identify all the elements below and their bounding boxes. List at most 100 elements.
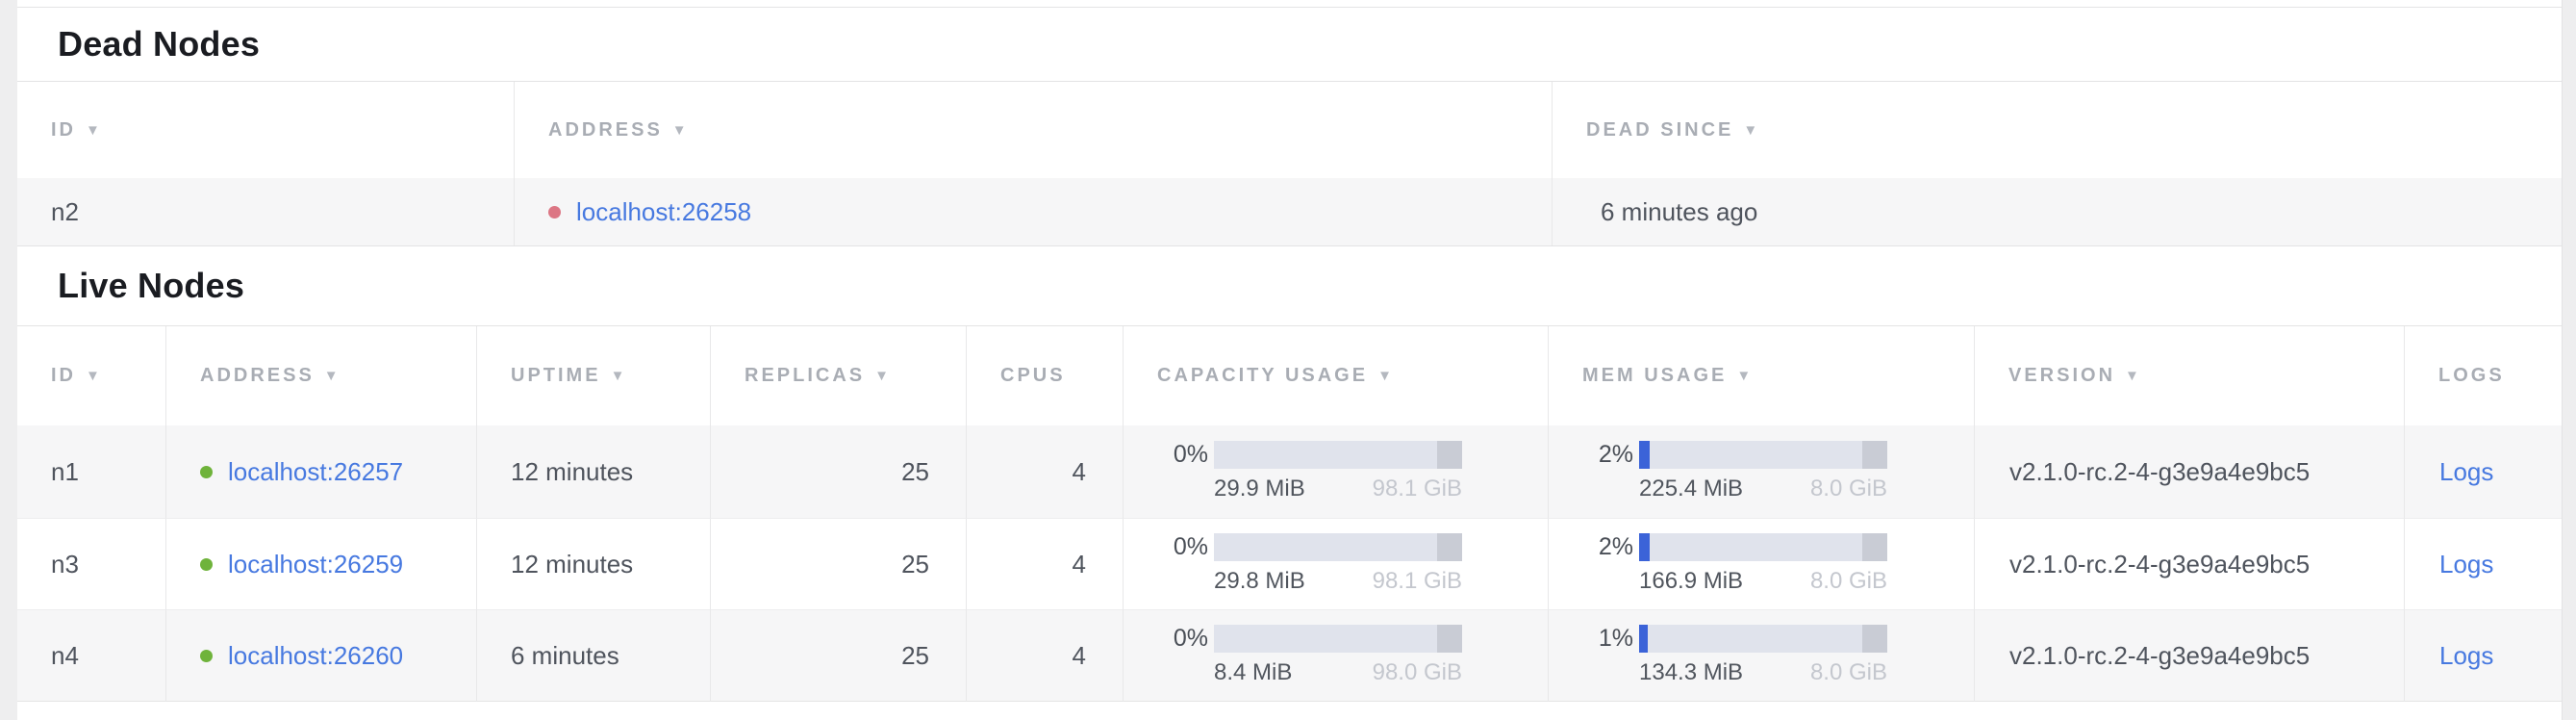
capacity-usage-cell: 0% 29.9 MiB 98.1 GiB [1123,425,1548,519]
page-gutter-right [2562,0,2576,720]
page-gutter-left [0,0,17,720]
live-node-id: n1 [17,425,165,519]
capacity-used-label: 29.9 MiB [1214,476,1305,501]
live-col-header-id[interactable]: ID ▼ [51,365,103,386]
live-status-dot-icon [200,557,213,571]
capacity-total-label: 98.1 GiB [1372,476,1462,501]
capacity-percent: 0% [1173,625,1208,652]
dead-col-header-id[interactable]: ID ▼ [51,118,103,141]
capacity-bar-cap [1437,441,1462,469]
capacity-total-label: 98.0 GiB [1372,659,1462,685]
sort-desc-icon[interactable]: ▼ [1743,121,1761,139]
dead-node-dead-since: 6 minutes ago [1552,178,2562,245]
mem-bar-cap [1862,533,1887,561]
logs-cell: Logs [2404,519,2562,610]
live-node-cpus: 4 [966,610,1123,702]
live-node-row: n3 localhost:26259 12 minutes 25 4 0% 29… [17,519,2562,610]
live-col-header-logs: LOGS [2404,326,2562,425]
live-col-header-cpus: CPUS [966,326,1123,425]
dead-node-address-cell: localhost:26258 [514,178,1552,245]
mem-usage-cell: 2% 166.9 MiB 8.0 GiB [1548,519,1974,610]
live-node-version: v2.1.0-rc.2-4-g3e9a4e9bc5 [1974,610,2404,702]
mem-used-label: 225.4 MiB [1639,476,1744,501]
dead-node-id: n2 [17,178,514,245]
live-node-address-cell: localhost:26259 [165,519,476,610]
live-node-address-cell: localhost:26260 [165,610,476,702]
live-col-header-capacity-usage[interactable]: CAPACITY USAGE ▼ [1123,326,1548,425]
dead-nodes-heading: Dead Nodes [17,8,2562,82]
live-node-version: v2.1.0-rc.2-4-g3e9a4e9bc5 [1974,519,2404,610]
live-col-header-address[interactable]: ADDRESS ▼ [165,326,476,425]
logs-link[interactable]: Logs [2439,640,2494,670]
mem-percent: 2% [1598,533,1633,560]
capacity-bar [1214,625,1462,653]
capacity-bar-cap [1437,625,1462,653]
live-col-header-mem-usage[interactable]: MEM USAGE ▼ [1548,326,1974,425]
live-node-address-link[interactable]: localhost:26260 [228,640,404,670]
mem-used-label: 134.3 MiB [1639,659,1744,685]
nodes-overview-panel: Dead Nodes ID ▼ ADDRESS ▼ DEAD SINCE ▼ n… [17,0,2562,720]
dead-col-header-dead-since[interactable]: DEAD SINCE ▼ [1552,82,2562,178]
mem-bar [1639,625,1887,653]
sort-desc-icon[interactable]: ▼ [2125,368,2142,384]
capacity-used-label: 8.4 MiB [1214,659,1293,685]
mem-used-label: 166.9 MiB [1639,568,1744,594]
live-node-uptime: 12 minutes [476,425,710,519]
live-status-dot-icon [200,649,213,662]
capacity-total-label: 98.1 GiB [1372,568,1462,594]
live-node-replicas: 25 [710,519,966,610]
mem-percent: 1% [1598,625,1633,652]
sort-desc-icon[interactable]: ▼ [1736,368,1755,384]
sort-desc-icon[interactable]: ▼ [671,121,690,139]
live-node-uptime: 12 minutes [476,519,710,610]
live-node-address-link[interactable]: localhost:26257 [228,456,404,486]
live-col-header-uptime[interactable]: UPTIME ▼ [476,326,710,425]
live-nodes-heading: Live Nodes [17,246,2562,326]
live-node-uptime: 6 minutes [476,610,710,702]
mem-percent: 2% [1598,441,1633,468]
live-node-version: v2.1.0-rc.2-4-g3e9a4e9bc5 [1974,425,2404,519]
sort-desc-icon[interactable]: ▼ [86,121,103,139]
logs-link[interactable]: Logs [2439,549,2494,579]
top-divider [17,0,2562,8]
dead-col-header-address[interactable]: ADDRESS ▼ [514,82,1552,178]
sort-desc-icon[interactable]: ▼ [610,368,628,384]
sort-desc-icon[interactable]: ▼ [323,368,341,384]
capacity-usage-cell: 0% 29.8 MiB 98.1 GiB [1123,519,1548,610]
capacity-used-label: 29.8 MiB [1214,568,1305,594]
dead-nodes-header-row: ID ▼ ADDRESS ▼ DEAD SINCE ▼ [17,82,2562,178]
mem-total-label: 8.0 GiB [1809,659,1887,685]
mem-usage-cell: 1% 134.3 MiB 8.0 GiB [1548,610,1974,702]
capacity-bar [1214,441,1462,469]
sort-desc-icon[interactable]: ▼ [86,368,103,384]
live-node-id: n4 [17,610,165,702]
live-nodes-header-row: ID ▼ ADDRESS ▼ UPTIME ▼ REPLICAS ▼ CPUS … [17,326,2562,425]
live-node-replicas: 25 [710,610,966,702]
logs-cell: Logs [2404,610,2562,702]
mem-usage-cell: 2% 225.4 MiB 8.0 GiB [1548,425,1974,519]
live-status-dot-icon [200,465,213,478]
dead-node-row: n2 localhost:26258 6 minutes ago [17,178,2562,246]
live-node-address-cell: localhost:26257 [165,425,476,519]
dead-node-address-link[interactable]: localhost:26258 [576,196,752,226]
live-node-cpus: 4 [966,519,1123,610]
live-node-replicas: 25 [710,425,966,519]
live-node-row: n4 localhost:26260 6 minutes 25 4 0% 8.4… [17,610,2562,702]
capacity-bar-cap [1437,533,1462,561]
capacity-usage-cell: 0% 8.4 MiB 98.0 GiB [1123,610,1548,702]
mem-bar-cap [1862,441,1887,469]
live-col-header-version[interactable]: VERSION ▼ [1974,326,2404,425]
live-node-id: n3 [17,519,165,610]
mem-bar-cap [1862,625,1887,653]
live-node-address-link[interactable]: localhost:26259 [228,549,404,579]
capacity-bar [1214,533,1462,561]
sort-desc-icon[interactable]: ▼ [874,368,892,384]
logs-link[interactable]: Logs [2439,456,2494,486]
live-node-row: n1 localhost:26257 12 minutes 25 4 0% 29… [17,425,2562,519]
mem-total-label: 8.0 GiB [1809,568,1887,594]
live-node-cpus: 4 [966,425,1123,519]
mem-bar [1639,533,1887,561]
logs-cell: Logs [2404,425,2562,519]
sort-desc-icon[interactable]: ▼ [1377,368,1395,384]
live-col-header-replicas[interactable]: REPLICAS ▼ [710,326,966,425]
